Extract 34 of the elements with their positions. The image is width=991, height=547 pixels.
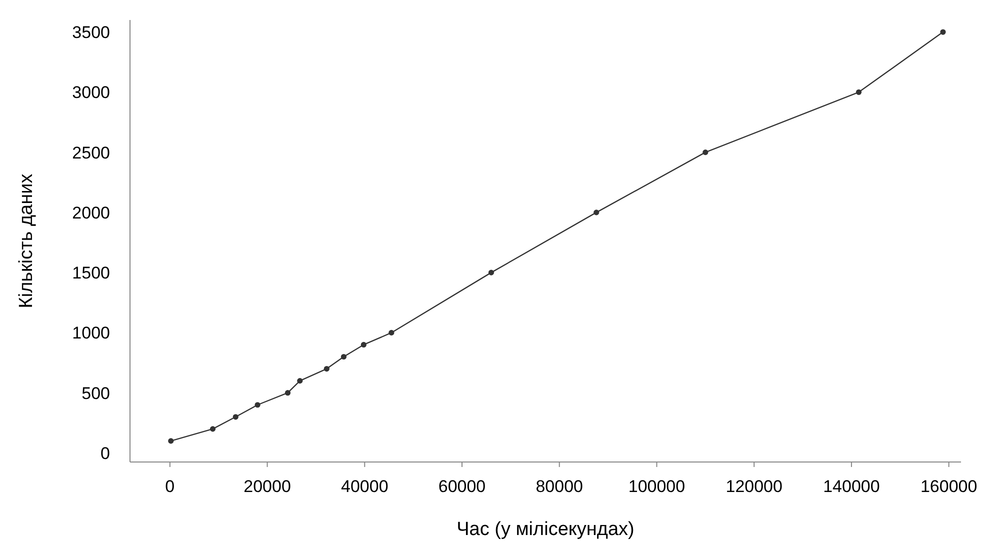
point [340, 354, 347, 360]
y-tick-label: 3500 [72, 23, 110, 42]
x-axis-title: Час (у мілісекундах) [456, 519, 634, 540]
x-tick-label: 140000 [823, 477, 880, 496]
y-tick-label: 3000 [72, 83, 110, 102]
y-tick-label: 1500 [72, 264, 110, 283]
point [488, 270, 494, 276]
x-tick-label: 100000 [628, 477, 686, 496]
point [856, 89, 862, 95]
point [388, 330, 394, 336]
x-tick-label: 60000 [438, 477, 486, 496]
point [940, 29, 946, 35]
point [594, 210, 600, 216]
x-tick-label: 40000 [341, 477, 388, 496]
y-axis-title: Кількість даних [16, 173, 37, 308]
x-tick-label: 120000 [726, 477, 782, 496]
point [284, 390, 291, 396]
point [168, 438, 174, 444]
x-tick-label: 160000 [920, 477, 978, 496]
x-tick-label: 0 [165, 477, 175, 496]
point [254, 402, 260, 408]
y-tick-label: 2000 [72, 203, 110, 222]
x-tick-label: 20000 [244, 477, 291, 496]
point [232, 414, 238, 420]
y-tick-label: 1000 [72, 324, 110, 343]
point [210, 426, 216, 432]
point [702, 150, 708, 156]
point [360, 342, 366, 348]
y-tick-label: 2500 [72, 143, 110, 162]
point [297, 378, 303, 384]
y-tick-label: 0 [100, 444, 110, 463]
point [324, 366, 330, 372]
y-tick-label: 500 [82, 384, 110, 403]
x-tick-label: 80000 [536, 477, 584, 496]
